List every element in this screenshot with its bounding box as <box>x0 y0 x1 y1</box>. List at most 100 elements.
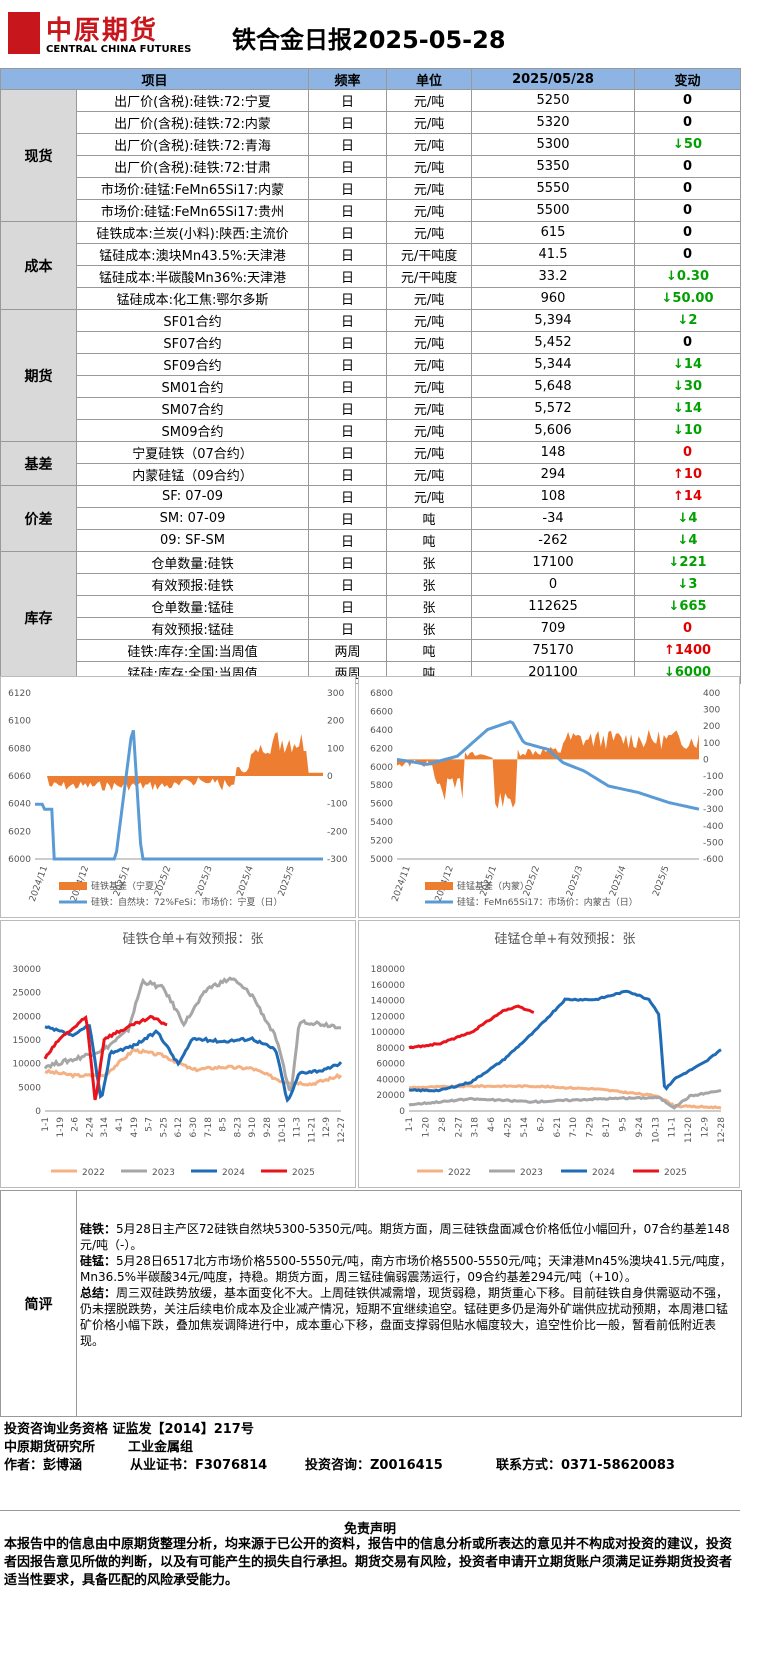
category-cell: 成本 <box>0 221 77 310</box>
freq-cell: 日 <box>308 375 388 398</box>
logo-en: CENTRAL CHINA FUTURES <box>46 44 192 55</box>
freq-cell: 日 <box>308 485 388 508</box>
table-row: SF07合约日元/吨 5,452 0 <box>1 331 742 354</box>
table-row: 现货 出厂价(含税):硅铁:72:宁夏日元/吨 5250 0 <box>0 89 742 222</box>
unit-cell: 元/吨 <box>386 353 473 376</box>
category-cell: 基差 <box>0 441 77 486</box>
unit-cell: 张 <box>386 573 473 596</box>
x-tick-label: 11-1 <box>668 1117 678 1137</box>
comment-summary-head: 总结： <box>80 1286 117 1300</box>
name-cell: 宁夏硅铁（07合约） <box>75 441 310 464</box>
col-change: 变动 <box>634 68 742 90</box>
y-tick-label: 6000 <box>370 763 393 773</box>
unit-cell: 元/吨 <box>386 397 473 420</box>
disclaimer-title: 免责声明 <box>343 1522 396 1537</box>
legend-basis: 硅锰基差（内蒙） <box>457 880 529 892</box>
y2-tick-label: -300 <box>703 805 724 815</box>
x-tick-label: 1-19 <box>56 1117 66 1138</box>
value-cell: 5,344 <box>471 353 636 376</box>
legend-2022: 2022 <box>82 1168 105 1178</box>
unit-cell: 元/吨 <box>386 221 473 244</box>
unit-cell: 元/吨 <box>386 463 473 486</box>
x-tick-label: 8-5 <box>219 1117 229 1132</box>
change-cell: ↓14 <box>634 397 742 420</box>
y-tick-label: 6120 <box>8 689 31 699</box>
x-tick-label: 6-30 <box>189 1117 199 1138</box>
value-cell: 5250 <box>471 89 636 112</box>
x-tick-label: 4-1 <box>115 1117 125 1132</box>
y-tick-label: 6200 <box>370 744 393 754</box>
freq-cell: 日 <box>308 199 388 222</box>
table-row: 锰硅成本:澳块Mn43.5%:天津港日元/干吨度 41.5 0 <box>1 243 742 266</box>
name-cell: 出厂价(含税):硅铁:72:甘肃 <box>75 155 310 178</box>
freq-cell: 日 <box>308 287 388 310</box>
name-cell: SF: 07-09 <box>75 485 310 508</box>
x-tick-label: 12-28 <box>717 1117 727 1143</box>
y-tick-label: 80000 <box>376 1044 405 1054</box>
series-line-2025 <box>43 1014 168 1101</box>
y2-tick-label: 300 <box>327 689 344 699</box>
unit-cell: 元/吨 <box>386 287 473 310</box>
freq-cell: 日 <box>308 529 388 552</box>
y-tick-label: 40000 <box>376 1075 405 1085</box>
change-cell: 0 <box>634 199 742 222</box>
chart-sm-warrant: 硅锰仓单+有效预报：张 0 20000 40000 60000 80000 100000 12… <box>358 920 740 1188</box>
y2-tick-label: -300 <box>327 855 348 865</box>
name-cell: SF07合约 <box>75 331 310 354</box>
x-tick-label: 2025/5 <box>277 865 297 898</box>
unit-cell: 元/吨 <box>386 199 473 222</box>
report-header: 中原期货 CENTRAL CHINA FUTURES 铁合金日报2025-05-… <box>0 0 782 70</box>
unit-cell: 元/吨 <box>386 441 473 464</box>
y-tick-label: 10000 <box>12 1060 41 1070</box>
series-line-2024 <box>44 1024 343 1104</box>
x-tick-label: 3-18 <box>471 1117 481 1138</box>
y2-tick-label: -200 <box>327 827 348 837</box>
table-row: 基差 宁夏硅铁（07合约）日元/吨 148 0 <box>0 441 742 486</box>
name-cell: 出厂价(含税):硅铁:72:宁夏 <box>75 89 310 112</box>
value-cell: 5,572 <box>471 397 636 420</box>
name-cell: 出厂价(含税):硅铁:72:青海 <box>75 133 310 156</box>
change-cell: ↓50.00 <box>634 287 742 310</box>
name-cell: 仓单数量:硅铁 <box>75 551 310 574</box>
name-cell: 硅铁:库存:全国:当周值 <box>75 639 310 662</box>
data-table: 项目 频率 单位 2025/05/28 变动 现货 出厂价(含税):硅铁:72:宁… <box>0 68 742 684</box>
table-row: 成本 硅铁成本:兰炭(小料):陕西:主流价日元/吨 615 0 <box>0 221 742 310</box>
change-cell: ↑10 <box>634 463 742 486</box>
name-cell: 硅铁成本:兰炭(小料):陕西:主流价 <box>75 221 310 244</box>
name-cell: SM09合约 <box>75 419 310 442</box>
value-cell: 112625 <box>471 595 636 618</box>
x-tick-label: 4-25 <box>504 1117 514 1137</box>
legend-2025: 2025 <box>664 1168 687 1178</box>
legend-swatch-basis <box>425 882 453 890</box>
comment-section: 简评 硅铁：5月28日主产区72硅铁自然块5300-5350元/吨。期货方面，周… <box>0 1190 742 1417</box>
y2-tick-label: 200 <box>327 717 344 727</box>
series-line-2024 <box>408 989 722 1093</box>
comment-sf: 硅铁：5月28日主产区72硅铁自然块5300-5350元/吨。期货方面，周三硅铁… <box>80 1221 735 1253</box>
chart-sf-basis: 6000 6020 6040 6060 6080 6100 6120 -300 -200 -100… <box>0 676 356 918</box>
name-cell: SM01合约 <box>75 375 310 398</box>
x-tick-label: 2024/11 <box>391 865 413 904</box>
freq-cell: 日 <box>308 331 388 354</box>
x-tick-label: 11-21 <box>307 1117 317 1143</box>
name-cell: SF09合约 <box>75 353 310 376</box>
x-tick-label: 11-20 <box>684 1117 694 1143</box>
category-cell: 现货 <box>0 89 77 222</box>
name-cell: 市场价:硅锰:FeMn65Si17:贵州 <box>75 199 310 222</box>
value-cell: 75170 <box>471 639 636 662</box>
change-cell: 0 <box>634 221 742 244</box>
report-title: 铁合金日报2025-05-28 <box>232 26 506 54</box>
y2-tick-label: -100 <box>703 772 724 782</box>
table-row: 内蒙硅锰（09合约）日元/吨 294 ↑10 <box>1 463 742 486</box>
freq-cell: 日 <box>308 89 388 112</box>
y2-tick-label: -500 <box>703 838 724 848</box>
name-cell: 出厂价(含税):硅铁:72:内蒙 <box>75 111 310 134</box>
chart-title: 硅铁仓单+有效预报：张 <box>123 932 264 947</box>
divider <box>0 1510 740 1511</box>
freq-cell: 日 <box>308 463 388 486</box>
unit-cell: 元/干吨度 <box>386 265 473 288</box>
x-tick-label: 5-14 <box>520 1117 530 1138</box>
y-tick-label: 5800 <box>370 781 393 791</box>
x-tick-label: 1-1 <box>41 1117 51 1132</box>
x-tick-label: 2025/4 <box>608 864 628 897</box>
table-row: 市场价:硅锰:FeMn65Si17:内蒙日元/吨 5550 0 <box>1 177 742 200</box>
